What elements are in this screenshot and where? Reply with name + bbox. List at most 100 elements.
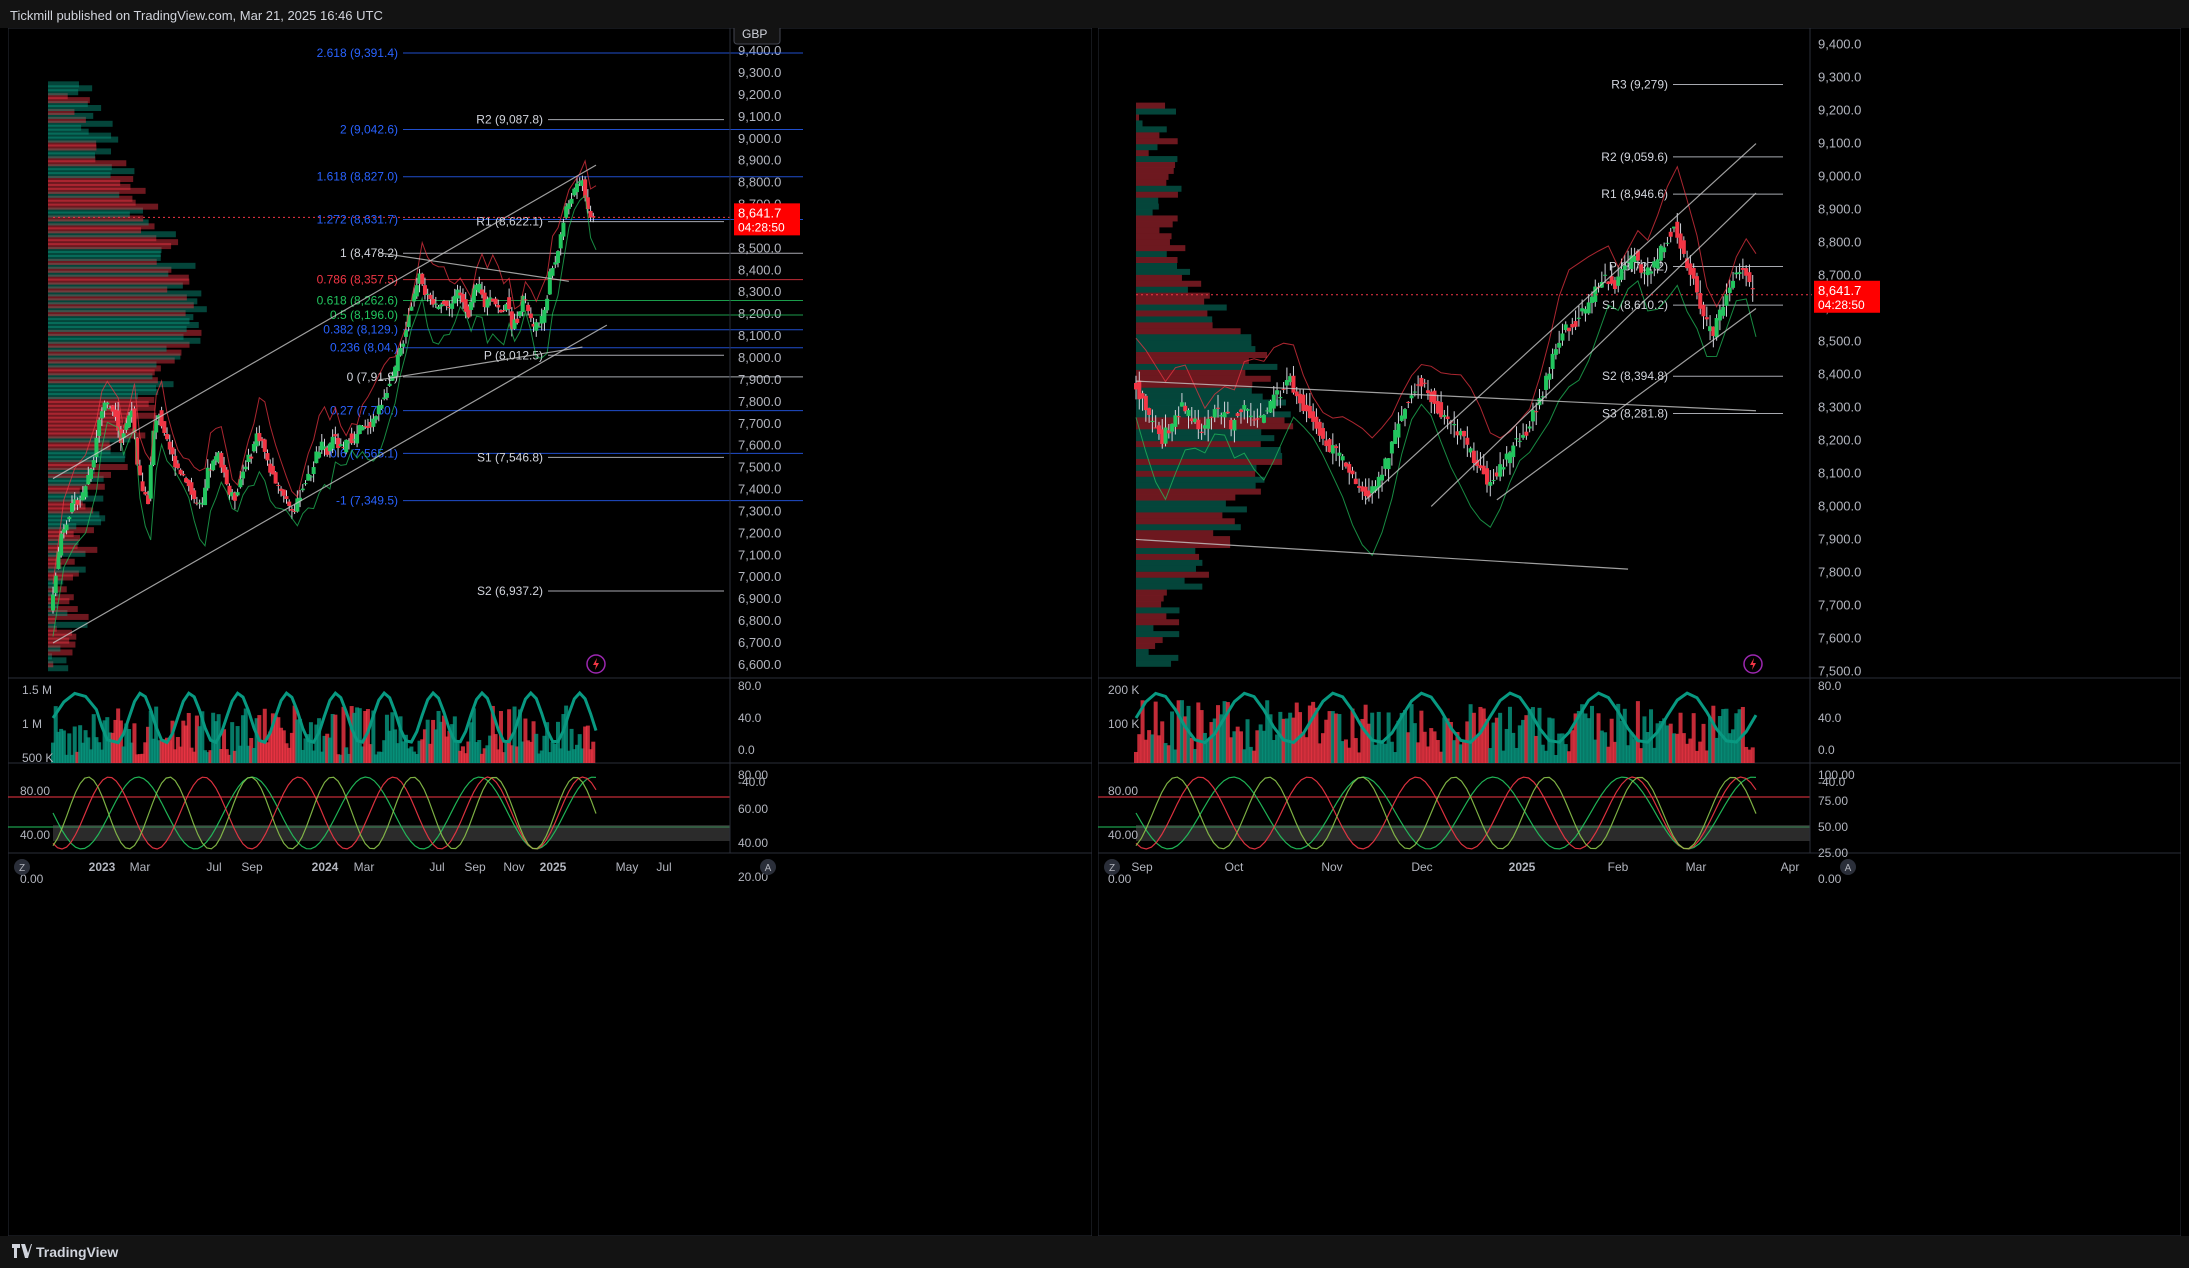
right-volume-bar <box>1265 700 1270 763</box>
left-zoom-button[interactable] <box>14 859 30 875</box>
left-volume-profile-bar <box>48 199 136 206</box>
lightning-icon <box>1743 654 1763 674</box>
left-volume-bar <box>132 723 137 763</box>
left-volume-profile-bar <box>48 369 155 376</box>
right-volume-bar <box>1606 746 1611 763</box>
right-candle <box>1173 415 1178 427</box>
right-time-label: Apr <box>1781 860 1800 874</box>
right-volume-bar <box>1675 733 1680 763</box>
right-chart-svg[interactable]: 9,400.0 9,300.0 9,200.0 9,100.0 9,000.0 8,900… <box>1097 27 2182 1237</box>
left-volume-profile-bar <box>48 258 157 265</box>
right-volume-bar <box>1583 713 1588 763</box>
left-volume-bar <box>178 746 183 763</box>
left-candle <box>170 447 175 455</box>
left-volume-bar <box>469 722 474 763</box>
left-candle <box>216 452 221 463</box>
chart-panel-left[interactable]: 9,400.0 9,300.0 9,200.0 9,100.0 9,000.0 8,900… <box>7 21 1093 1237</box>
right-candle <box>1212 409 1217 418</box>
left-volume-profile-bar <box>48 385 157 392</box>
right-y-tick-label: 8,500.0 <box>1818 334 1861 349</box>
left-volume-bar <box>167 740 172 763</box>
right-volume-bar <box>1649 709 1654 763</box>
left-stoch-tick-left: 0.00 <box>20 872 44 886</box>
right-candle <box>1445 416 1450 420</box>
left-volume-profile-bar <box>48 81 79 88</box>
right-volume-bar <box>1225 702 1230 763</box>
left-candle <box>53 575 58 594</box>
right-volume-profile-bar <box>1136 536 1231 543</box>
right-candle <box>1199 431 1204 433</box>
left-volume-bar <box>420 739 425 763</box>
left-volume-bar <box>203 750 208 763</box>
right-candle <box>1553 349 1558 355</box>
right-candle <box>1527 426 1532 429</box>
left-candle <box>108 408 113 410</box>
left-y-tick-label: 7,200.0 <box>738 525 781 540</box>
left-volume-profile-bar <box>48 239 179 246</box>
chart-panel-right[interactable]: 9,400.0 9,300.0 9,200.0 9,100.0 9,000.0 8,900… <box>1097 27 2182 1237</box>
left-volume-bar <box>545 722 550 763</box>
right-candle <box>1324 440 1329 447</box>
left-volume-bar <box>124 723 129 763</box>
right-candle <box>1219 414 1224 417</box>
right-stoch-band <box>1136 825 1810 841</box>
right-zoom-button[interactable] <box>1104 859 1120 875</box>
right-volume-bar <box>1685 743 1690 763</box>
right-volume-bar <box>1688 738 1693 763</box>
left-volume-bar <box>526 740 531 763</box>
left-volume-profile-bar <box>48 160 127 167</box>
left-candle <box>436 306 441 310</box>
right-volume-profile-bar <box>1136 203 1159 210</box>
left-candle <box>235 492 240 496</box>
right-candle <box>1478 465 1483 469</box>
left-volume-profile-bar <box>48 179 121 186</box>
right-volume-bar <box>1412 723 1417 763</box>
left-level-label: 0.618 (8,262.6) <box>317 293 398 307</box>
right-auto-scale-button[interactable] <box>1840 859 1856 875</box>
left-candle <box>379 404 384 409</box>
right-candle <box>1301 394 1306 411</box>
right-volume-profile-bar <box>1136 191 1178 198</box>
left-candle <box>270 465 275 475</box>
left-volume-bar <box>333 714 338 763</box>
right-volume-bar <box>1671 733 1676 763</box>
right-volume-bar <box>1291 717 1296 763</box>
right-stoch-tick-right: 50.00 <box>1818 820 1848 834</box>
right-volume-bar <box>1731 729 1736 763</box>
left-candle <box>585 197 590 210</box>
left-candle <box>336 437 341 449</box>
left-candle <box>555 251 560 264</box>
left-volume-bar <box>479 753 484 763</box>
left-candle <box>151 430 156 466</box>
right-candle <box>1609 276 1614 284</box>
publish-header: Tickmill published on TradingView.com, M… <box>0 0 2189 28</box>
left-candle <box>572 188 577 196</box>
left-volume-profile-bar <box>48 479 87 486</box>
right-volume-bar <box>1235 726 1240 763</box>
left-candle <box>322 446 327 450</box>
left-chart-svg[interactable]: 9,400.0 9,300.0 9,200.0 9,100.0 9,000.0 8,900… <box>7 21 1093 1237</box>
left-candle <box>357 425 362 434</box>
right-volume-bar <box>1143 739 1148 763</box>
left-candle <box>72 499 77 505</box>
right-volume-profile-bar <box>1136 488 1261 495</box>
right-volume-profile-bar <box>1136 553 1200 560</box>
right-volume-bar <box>1589 705 1594 763</box>
right-candle <box>1370 486 1375 494</box>
right-volume-bar <box>1567 751 1572 763</box>
right-volume-bar <box>1701 723 1706 763</box>
right-volume-profile-bar <box>1136 156 1178 163</box>
zoom-icon: Z <box>1109 863 1115 874</box>
left-volume-bar <box>121 746 126 763</box>
right-candle <box>1222 412 1227 418</box>
right-volume-profile-bar <box>1136 601 1162 608</box>
left-volume-bar <box>89 749 94 763</box>
left-candle <box>64 524 69 531</box>
left-candle <box>460 293 465 303</box>
left-auto-scale-button[interactable] <box>760 859 776 875</box>
right-candle <box>1583 309 1588 314</box>
right-candle <box>1432 390 1437 404</box>
right-candle <box>1380 474 1385 481</box>
left-volume-profile-bar <box>48 633 77 640</box>
right-candle <box>1635 250 1640 261</box>
